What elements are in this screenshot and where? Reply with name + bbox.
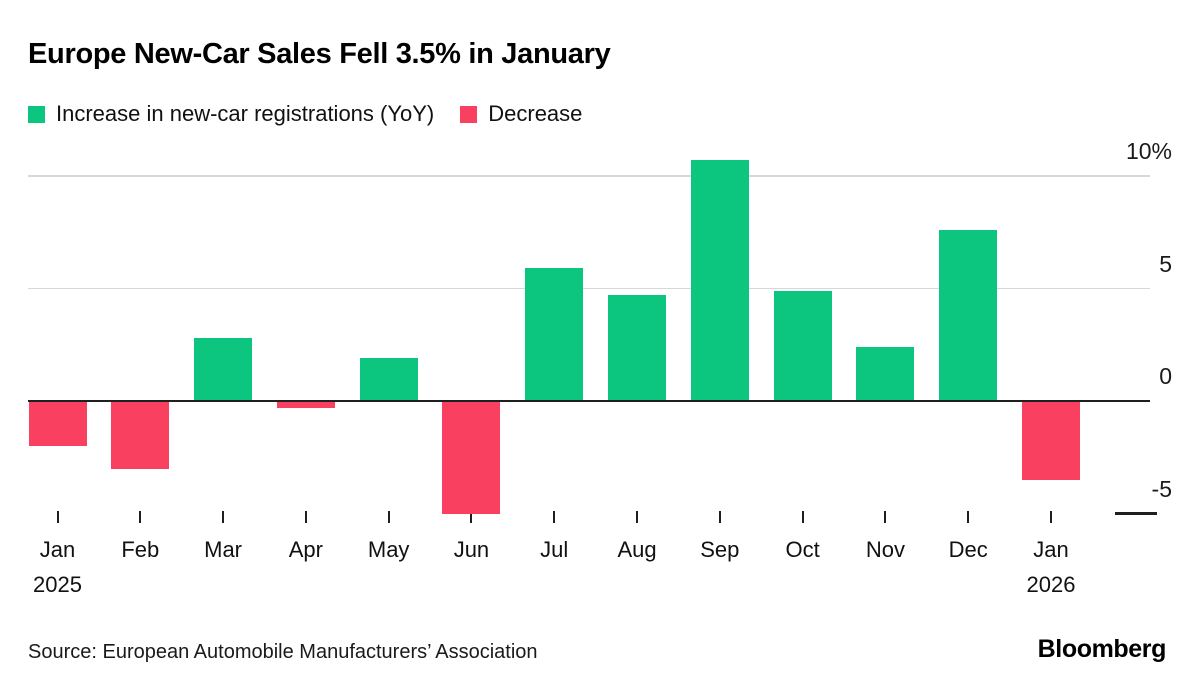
x-axis-label-sep: Sep: [700, 537, 740, 562]
x-axis-tick-mar: [222, 511, 225, 523]
x-axis-tick-oct: [801, 511, 804, 523]
bar-jun: [442, 401, 501, 514]
x-axis-label-jan-2026: Jan: [1033, 537, 1069, 562]
bar-oct: [773, 290, 832, 401]
bloomberg-logo: Bloomberg: [1037, 635, 1167, 663]
x-axis-label-nov: Nov: [865, 537, 905, 562]
x-axis-year-label-2026: 2026: [1026, 572, 1076, 597]
axis-dash--5: [1115, 512, 1157, 515]
x-axis-tick-sep: [718, 511, 721, 523]
bar-jan-2025: [28, 401, 87, 446]
legend-increase-label: Increase in new-car registrations (YoY): [56, 101, 435, 126]
y-axis-label-5: 5: [1159, 250, 1172, 277]
x-axis-label-jul: Jul: [540, 537, 569, 562]
x-axis-tick-may: [387, 511, 390, 523]
bar-dec: [939, 230, 998, 401]
x-axis-label-dec: Dec: [948, 537, 988, 562]
x-axis-label-apr: Apr: [288, 537, 323, 562]
x-axis-label-feb: Feb: [121, 537, 160, 562]
legend-decrease-label: Decrease: [488, 101, 583, 126]
x-axis-year-label-2025: 2025: [33, 572, 82, 597]
bar-sep: [690, 160, 749, 401]
x-axis-tick-nov: [884, 511, 887, 523]
bar-feb: [111, 401, 170, 469]
x-axis-tick-jul: [553, 511, 556, 523]
bar-mar: [194, 338, 253, 401]
bar-may: [359, 358, 418, 401]
x-axis-label-aug: Aug: [617, 537, 657, 562]
bar-aug: [608, 295, 667, 401]
zero-axis-line: [28, 399, 1150, 402]
bar-jul: [525, 268, 584, 401]
y-axis-label-0: 0: [1159, 363, 1172, 389]
bar-apr: [276, 401, 335, 408]
source-note: Source: European Automobile Manufacturer…: [28, 641, 538, 663]
bar-nov: [856, 347, 915, 401]
x-axis-label-jan-2025: Jan: [39, 537, 76, 562]
legend-item-increase: Increase in new-car registrations (YoY): [28, 101, 434, 127]
legend: Increase in new-car registrations (YoY) …: [28, 101, 582, 127]
x-axis-label-oct: Oct: [785, 537, 820, 562]
x-axis-tick-jun: [470, 511, 473, 523]
x-axis-label-jun: Jun: [453, 537, 490, 562]
x-axis-tick-jan-2026: [1049, 511, 1052, 523]
y-axis-label--5: -5: [1151, 475, 1172, 502]
x-axis-tick-aug: [636, 511, 639, 523]
x-axis-tick-dec: [967, 511, 970, 523]
legend-item-decrease: Decrease: [460, 101, 582, 127]
x-axis-tick-jan-2025: [56, 511, 59, 523]
increase-swatch-icon: [28, 105, 45, 123]
x-axis-tick-feb: [139, 511, 142, 523]
chart-title: Europe New-Car Sales Fell 3.5% in Januar…: [28, 38, 611, 70]
gridline-5: [28, 287, 1150, 289]
gridline-10: [28, 175, 1150, 177]
x-axis-label-mar: Mar: [204, 537, 243, 562]
x-axis-tick-apr: [304, 511, 307, 523]
decrease-swatch-icon: [460, 105, 478, 123]
x-axis-label-may: May: [367, 537, 410, 562]
y-axis-label-10: 10%: [1125, 138, 1172, 164]
bar-jan-2026: [1021, 401, 1080, 480]
